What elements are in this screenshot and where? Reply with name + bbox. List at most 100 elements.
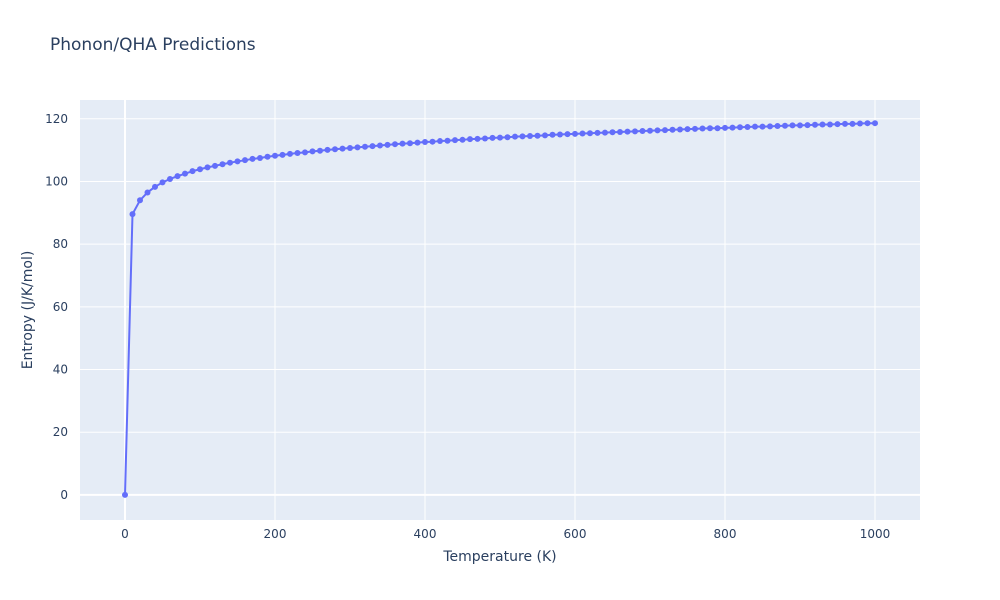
data-point[interactable]	[122, 491, 128, 498]
data-point[interactable]	[857, 120, 863, 127]
data-point[interactable]	[302, 149, 308, 156]
data-point[interactable]	[377, 142, 383, 149]
data-point[interactable]	[744, 123, 751, 130]
data-point[interactable]	[242, 157, 248, 164]
data-point[interactable]	[159, 179, 166, 186]
data-point[interactable]	[692, 125, 698, 132]
data-point[interactable]	[129, 211, 136, 218]
data-point[interactable]	[354, 144, 361, 151]
data-point[interactable]	[407, 140, 413, 147]
data-point[interactable]	[849, 120, 856, 127]
data-point[interactable]	[294, 149, 301, 156]
data-point[interactable]	[759, 123, 766, 130]
data-point[interactable]	[287, 150, 293, 157]
data-point[interactable]	[572, 130, 578, 137]
data-point[interactable]	[347, 144, 353, 151]
data-point[interactable]	[467, 136, 473, 143]
data-point[interactable]	[797, 122, 803, 129]
data-point[interactable]	[819, 121, 826, 128]
data-point[interactable]	[182, 170, 188, 177]
data-point[interactable]	[422, 139, 428, 145]
data-point[interactable]	[714, 125, 721, 132]
data-point[interactable]	[452, 137, 458, 144]
data-point[interactable]	[767, 123, 773, 130]
data-point[interactable]	[662, 127, 668, 134]
data-point[interactable]	[834, 121, 841, 128]
data-point[interactable]	[234, 158, 241, 165]
data-point[interactable]	[669, 126, 676, 133]
data-point[interactable]	[317, 147, 323, 154]
data-point[interactable]	[602, 129, 608, 136]
data-point[interactable]	[617, 128, 623, 135]
data-point[interactable]	[512, 133, 518, 140]
data-point[interactable]	[722, 124, 728, 131]
data-point[interactable]	[639, 128, 646, 135]
data-point[interactable]	[647, 127, 653, 134]
data-point[interactable]	[197, 166, 203, 173]
data-point[interactable]	[174, 173, 181, 180]
data-point[interactable]	[459, 136, 466, 143]
data-point[interactable]	[564, 131, 571, 138]
data-point[interactable]	[399, 140, 406, 147]
data-point[interactable]	[167, 175, 173, 182]
data-point[interactable]	[579, 130, 586, 137]
data-point[interactable]	[339, 145, 346, 152]
data-point[interactable]	[227, 159, 233, 166]
data-point[interactable]	[872, 120, 878, 127]
data-point[interactable]	[587, 130, 593, 137]
data-point[interactable]	[437, 138, 443, 145]
data-point[interactable]	[204, 164, 211, 171]
data-point[interactable]	[414, 139, 421, 146]
data-point[interactable]	[842, 120, 848, 127]
data-point[interactable]	[504, 134, 511, 141]
data-point[interactable]	[489, 134, 496, 141]
data-point[interactable]	[429, 138, 436, 145]
data-point[interactable]	[707, 125, 713, 132]
data-point[interactable]	[654, 127, 661, 134]
data-point[interactable]	[144, 189, 151, 196]
data-point[interactable]	[332, 146, 338, 153]
data-point[interactable]	[684, 126, 691, 133]
data-point[interactable]	[152, 183, 158, 190]
data-point[interactable]	[557, 131, 563, 138]
data-point[interactable]	[609, 129, 616, 136]
data-point[interactable]	[384, 141, 391, 148]
data-point[interactable]	[272, 152, 278, 159]
data-point[interactable]	[264, 153, 271, 160]
data-point[interactable]	[444, 137, 451, 144]
data-point[interactable]	[812, 121, 818, 128]
data-point[interactable]	[309, 148, 316, 155]
data-point[interactable]	[392, 141, 398, 148]
data-point[interactable]	[789, 122, 796, 129]
data-point[interactable]	[594, 129, 601, 136]
data-point[interactable]	[474, 135, 481, 142]
data-point[interactable]	[534, 132, 541, 139]
data-point[interactable]	[804, 122, 811, 129]
data-point[interactable]	[549, 131, 556, 138]
data-point[interactable]	[519, 133, 526, 140]
data-point[interactable]	[527, 133, 533, 140]
data-point[interactable]	[257, 154, 263, 161]
data-point[interactable]	[737, 124, 743, 131]
data-point[interactable]	[137, 197, 143, 204]
data-point[interactable]	[189, 168, 196, 175]
data-point[interactable]	[632, 128, 638, 135]
data-point[interactable]	[369, 143, 376, 150]
data-point[interactable]	[729, 124, 736, 131]
data-point[interactable]	[542, 132, 548, 139]
data-point[interactable]	[249, 155, 256, 162]
data-point[interactable]	[699, 125, 706, 132]
data-point[interactable]	[324, 146, 331, 153]
data-point[interactable]	[827, 121, 833, 128]
data-point[interactable]	[279, 151, 286, 158]
data-point[interactable]	[864, 120, 871, 127]
data-point[interactable]	[497, 134, 503, 141]
data-point[interactable]	[752, 123, 758, 130]
data-point[interactable]	[774, 123, 781, 130]
data-point[interactable]	[219, 161, 226, 168]
data-point[interactable]	[624, 128, 631, 135]
data-point[interactable]	[482, 135, 488, 142]
data-point[interactable]	[677, 126, 683, 133]
data-point[interactable]	[782, 122, 788, 129]
data-point[interactable]	[362, 143, 368, 150]
